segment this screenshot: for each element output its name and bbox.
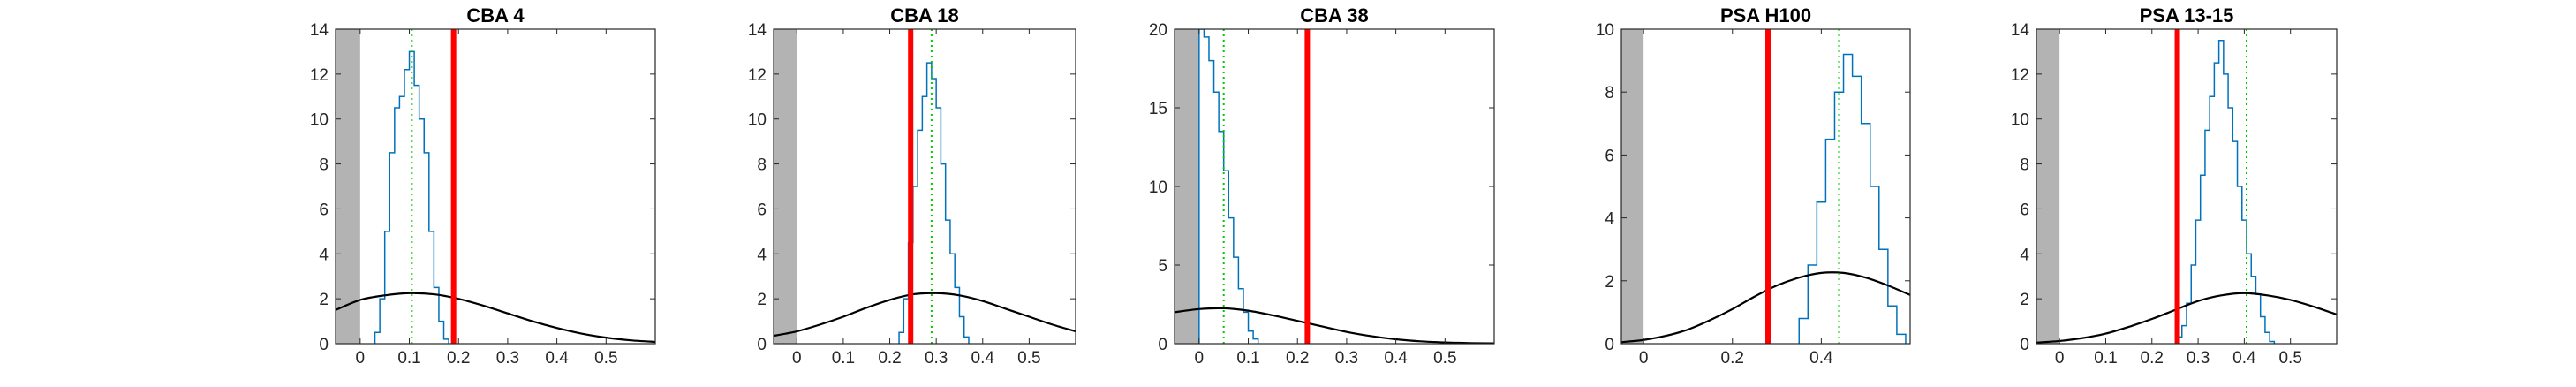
y-tick-label: 0 bbox=[319, 336, 329, 354]
y-tick-label: 20 bbox=[1149, 21, 1167, 40]
x-tick-label: 0.3 bbox=[2187, 349, 2210, 368]
y-tick-label: 8 bbox=[1605, 84, 1614, 102]
y-tick-label: 4 bbox=[1605, 210, 1614, 229]
plot-area bbox=[1175, 29, 1494, 344]
x-tick-label: 0.5 bbox=[2278, 349, 2301, 368]
y-tick-label: 6 bbox=[319, 201, 329, 219]
y-tick-label: 8 bbox=[319, 156, 329, 175]
y-tick-label: 6 bbox=[2020, 201, 2029, 219]
axes-box bbox=[2036, 28, 2338, 345]
y-tick-label: 0 bbox=[757, 336, 767, 354]
x-tick-label: 0.1 bbox=[832, 349, 855, 368]
chart-title: PSA H100 bbox=[1720, 4, 1811, 27]
y-tick-label: 0 bbox=[1158, 336, 1167, 354]
prior-curve bbox=[774, 292, 1076, 338]
histogram-series bbox=[1198, 29, 1259, 344]
plot-content bbox=[1621, 29, 1910, 344]
x-tick-label: 0.2 bbox=[1721, 349, 1744, 368]
chart-title: CBA 18 bbox=[890, 4, 958, 27]
y-tick-label: 14 bbox=[748, 21, 767, 40]
histogram-series bbox=[1798, 53, 1907, 344]
excluded-region bbox=[336, 29, 360, 344]
x-tick-label: 0.5 bbox=[1017, 349, 1040, 368]
axes-box bbox=[1620, 28, 1911, 345]
y-tick-label: 14 bbox=[310, 21, 329, 40]
y-tick-label: 0 bbox=[2020, 336, 2029, 354]
plot-content bbox=[2036, 29, 2337, 344]
y-tick-label: 0 bbox=[1605, 336, 1614, 354]
y-tick-label: 2 bbox=[319, 291, 329, 309]
y-tick-label: 10 bbox=[748, 111, 767, 130]
axes-box bbox=[773, 28, 1076, 345]
plot-area bbox=[336, 29, 655, 344]
y-tick-label: 4 bbox=[319, 246, 329, 264]
y-tick-label: 12 bbox=[310, 66, 329, 85]
x-tick-label: 0.1 bbox=[397, 349, 420, 368]
y-tick-label: 2 bbox=[1605, 273, 1614, 292]
x-tick-label: 0.2 bbox=[878, 349, 901, 368]
x-tick-label: 0.5 bbox=[1433, 349, 1456, 368]
y-tick-label: 10 bbox=[310, 111, 329, 130]
x-tick-label: 0.1 bbox=[1236, 349, 1259, 368]
x-tick-label: 0 bbox=[2055, 349, 2065, 368]
x-tick-label: 0 bbox=[356, 349, 366, 368]
x-tick-label: 0.4 bbox=[1809, 349, 1833, 368]
plot-content bbox=[774, 29, 1076, 344]
x-tick-label: 0 bbox=[1639, 349, 1649, 368]
y-tick-label: 12 bbox=[748, 66, 767, 85]
plot-area bbox=[2036, 29, 2337, 344]
y-tick-label: 6 bbox=[1605, 147, 1614, 165]
plot-content bbox=[336, 29, 655, 344]
y-tick-label: 6 bbox=[757, 201, 767, 219]
y-tick-label: 2 bbox=[2020, 291, 2029, 309]
chart-title: PSA 13-15 bbox=[2140, 4, 2234, 27]
x-tick-label: 0.1 bbox=[2094, 349, 2117, 368]
prior-curve bbox=[2036, 292, 2337, 344]
x-tick-label: 0.5 bbox=[594, 349, 617, 368]
chart-panel-5: 0 0.1 0.2 0.3 0.4 0.5 0 2 4 6 8 10 12 14 PSA 13-15 bbox=[2011, 4, 2338, 368]
y-tick-label: 4 bbox=[2020, 246, 2029, 264]
y-tick-label: 14 bbox=[2011, 21, 2030, 40]
chart-panel-1: 0 0.1 0.2 0.3 0.4 0.5 0 2 4 6 8 10 12 14 CBA 4 bbox=[310, 4, 656, 368]
x-tick-label: 0.2 bbox=[1286, 349, 1309, 368]
chart-panel-4: 0 0.2 0.4 0 2 4 6 8 10 PSA H100 bbox=[1596, 4, 1911, 368]
chart-title: CBA 4 bbox=[466, 4, 525, 27]
y-tick-label: 10 bbox=[1149, 178, 1167, 197]
y-tick-label: 8 bbox=[2020, 156, 2029, 175]
x-tick-label: 0.4 bbox=[2232, 349, 2256, 368]
y-tick-label: 12 bbox=[2011, 66, 2029, 85]
excluded-region bbox=[774, 29, 797, 344]
y-tick-label: 10 bbox=[2011, 111, 2029, 130]
x-tick-label: 0 bbox=[1195, 349, 1205, 368]
x-tick-label: 0.4 bbox=[545, 349, 569, 368]
y-tick-label: 8 bbox=[757, 156, 767, 175]
chart-title: CBA 38 bbox=[1300, 4, 1368, 27]
x-tick-label: 0.4 bbox=[1384, 349, 1408, 368]
x-tick-label: 0.3 bbox=[496, 349, 519, 368]
excluded-region bbox=[2036, 29, 2060, 344]
x-tick-label: 0.3 bbox=[925, 349, 948, 368]
prior-curve bbox=[1175, 307, 1494, 344]
excluded-region bbox=[1621, 29, 1644, 344]
y-tick-label: 10 bbox=[1596, 21, 1614, 40]
chart-panel-3: 0 0.1 0.2 0.3 0.4 0.5 0 5 10 15 20 CBA 38 bbox=[1149, 4, 1495, 368]
plot-area bbox=[774, 29, 1076, 344]
x-tick-label: 0 bbox=[792, 349, 802, 368]
plot-content bbox=[1175, 29, 1494, 344]
x-tick-label: 0.2 bbox=[447, 349, 470, 368]
y-tick-label: 2 bbox=[757, 291, 767, 309]
x-tick-label: 0.2 bbox=[2141, 349, 2164, 368]
chart-panel-2: 0 0.1 0.2 0.3 0.4 0.5 0 2 4 6 8 10 12 14 CBA 18 bbox=[748, 4, 1076, 368]
y-tick-label: 5 bbox=[1158, 257, 1167, 276]
axes-box bbox=[335, 28, 656, 345]
x-tick-label: 0.4 bbox=[971, 349, 995, 368]
prior-curve bbox=[336, 292, 655, 344]
y-tick-label: 4 bbox=[757, 246, 767, 264]
x-tick-label: 0.3 bbox=[1335, 349, 1358, 368]
y-tick-label: 15 bbox=[1149, 100, 1167, 118]
